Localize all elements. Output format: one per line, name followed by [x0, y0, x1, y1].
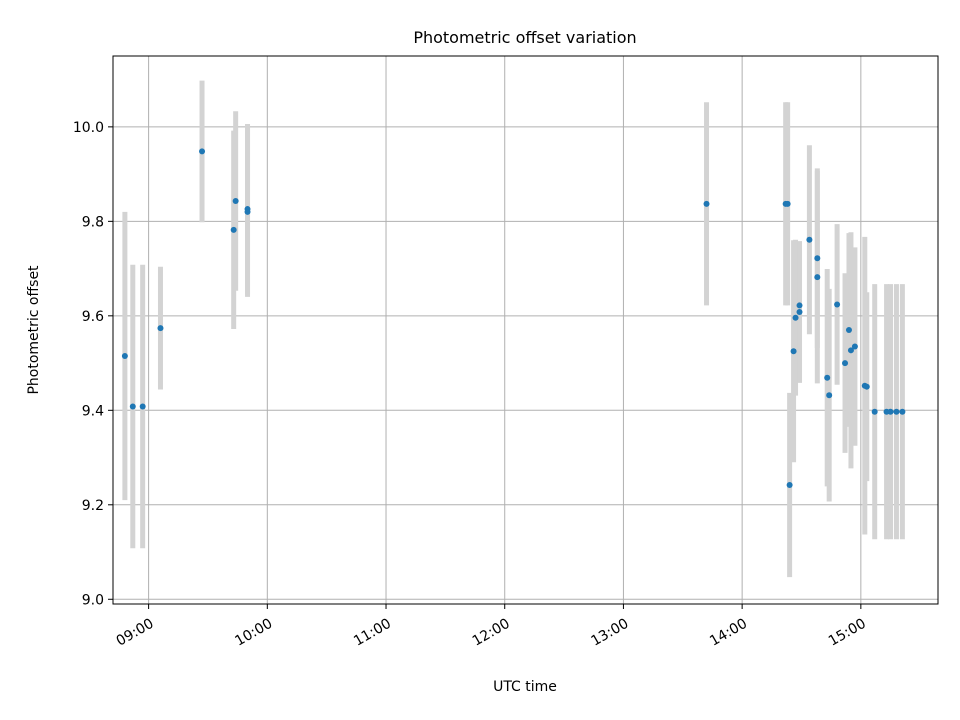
- y-tick-label: 9.6: [82, 309, 104, 325]
- data-point: [814, 255, 821, 262]
- data-point: [703, 200, 710, 207]
- chart-title: Photometric offset variation: [413, 28, 636, 47]
- data-point: [796, 309, 803, 316]
- data-point: [244, 208, 251, 215]
- error-bars: [122, 80, 905, 578]
- data-points: [121, 148, 906, 488]
- data-point: [887, 408, 894, 415]
- x-tick-label: 14:00: [707, 616, 750, 650]
- data-point: [139, 403, 146, 410]
- data-point: [824, 374, 831, 381]
- y-tick-label: 10.0: [73, 120, 104, 136]
- data-point: [790, 348, 797, 355]
- x-tick-label: 09:00: [114, 616, 157, 650]
- data-point: [899, 408, 906, 415]
- data-point: [796, 302, 803, 309]
- y-axis: 9.0 9.2 9.4 9.6 9.8 10.0: [73, 120, 113, 608]
- y-tick-label: 9.2: [82, 498, 104, 514]
- data-point: [792, 314, 799, 321]
- data-point: [842, 360, 849, 367]
- x-tick-label: 12:00: [470, 616, 513, 650]
- data-point: [121, 352, 128, 359]
- y-axis-label: Photometric offset: [26, 265, 42, 395]
- x-tick-label: 11:00: [351, 616, 394, 650]
- y-tick-label: 9.4: [82, 403, 104, 419]
- x-axis-label: UTC time: [493, 679, 557, 695]
- y-tick-label: 9.0: [82, 592, 104, 608]
- x-tick-label: 15:00: [826, 616, 869, 650]
- data-point: [834, 301, 841, 308]
- y-tick-label: 9.8: [82, 214, 104, 230]
- data-point: [814, 274, 821, 281]
- data-point: [893, 408, 900, 415]
- data-point: [129, 403, 136, 410]
- data-point: [230, 226, 237, 233]
- data-point: [863, 383, 870, 390]
- data-point: [845, 327, 852, 333]
- data-point: [199, 148, 206, 155]
- x-axis: 09:00 10:00 11:00 12:00 13:00 14:00 15:00: [114, 604, 869, 650]
- data-point: [232, 198, 239, 205]
- data-point: [157, 325, 164, 332]
- data-point: [806, 236, 813, 243]
- data-point: [784, 200, 791, 207]
- plot-frame: [112, 55, 939, 605]
- x-tick-label: 13:00: [588, 616, 631, 650]
- data-point: [871, 408, 878, 415]
- grid: [113, 56, 938, 604]
- data-point: [786, 481, 793, 488]
- x-tick-label: 10:00: [232, 616, 275, 650]
- data-point: [847, 347, 854, 354]
- data-point: [851, 343, 858, 350]
- data-point: [826, 392, 833, 399]
